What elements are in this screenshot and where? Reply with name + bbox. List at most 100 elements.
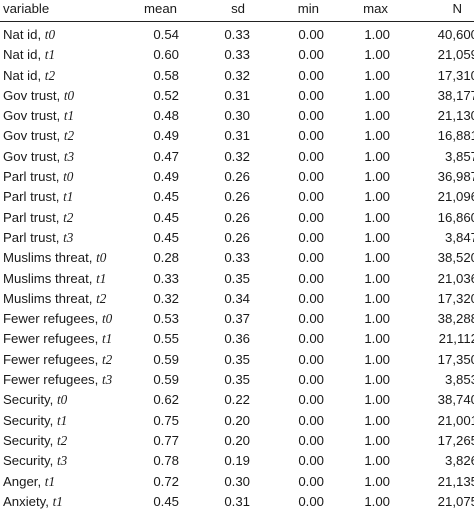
table-row: Parl trust, t0 0.49 0.26 0.00 1.00 36,987 — [0, 167, 474, 187]
table-row: Nat id, t0 0.54 0.33 0.00 1.00 40,600 — [0, 25, 474, 45]
cell-mean: 0.60 — [153, 47, 179, 63]
variable-name: Muslims threat, — [3, 270, 97, 286]
time-point: t3 — [101, 372, 113, 388]
cell-max: 1.00 — [364, 229, 390, 245]
cell-sd: 0.26 — [224, 209, 250, 225]
time-point: t3 — [57, 453, 68, 469]
cell-n: 38,520 — [437, 250, 474, 266]
cell-n: 38,288 — [437, 311, 474, 327]
cell-max: 1.00 — [364, 432, 390, 448]
cell-mean: 0.48 — [153, 108, 179, 124]
cell-sd: 0.34 — [224, 290, 250, 306]
cell-mean: 0.53 — [153, 311, 179, 327]
cell-min: 0.00 — [298, 473, 324, 489]
table-row: Fewer refugees, t2 0.59 0.35 0.00 1.00 17,350 — [0, 350, 474, 370]
table-row: Security, t0 0.62 0.22 0.00 1.00 38,740 — [0, 390, 474, 410]
cell-max: 1.00 — [364, 128, 390, 144]
cell-variable: Security, t0 — [3, 390, 67, 410]
table-row: Gov trust, t0 0.52 0.31 0.00 1.00 38,177 — [0, 86, 474, 106]
time-point: t0 — [63, 169, 74, 185]
cell-sd: 0.26 — [224, 229, 250, 245]
cell-sd: 0.33 — [224, 27, 250, 42]
header-min: min — [297, 1, 319, 16]
cell-max: 1.00 — [364, 392, 390, 408]
table-row: Muslims threat, t0 0.28 0.33 0.00 1.00 38,520 — [0, 248, 474, 268]
time-point: t1 — [44, 47, 56, 63]
variable-name: Gov trust, — [3, 148, 64, 164]
cell-mean: 0.49 — [153, 128, 179, 144]
cell-variable: Fewer refugees, t2 — [3, 350, 112, 370]
cell-variable: Muslims threat, t1 — [3, 269, 106, 289]
cell-sd: 0.22 — [224, 392, 250, 408]
header-sd: sd — [231, 1, 245, 16]
cell-mean: 0.28 — [153, 250, 179, 266]
cell-sd: 0.32 — [224, 148, 250, 164]
cell-variable: Muslims threat, t2 — [3, 289, 106, 309]
time-point: t0 — [63, 87, 75, 103]
variable-name: Fewer refugees, — [3, 372, 102, 388]
time-point: t0 — [57, 392, 68, 408]
cell-max: 1.00 — [364, 189, 390, 205]
cell-n: 17,265 — [437, 432, 474, 448]
cell-n: 21,135 — [437, 473, 474, 489]
cell-sd: 0.30 — [224, 473, 250, 489]
cell-sd: 0.19 — [224, 453, 250, 469]
cell-mean: 0.45 — [153, 189, 179, 205]
variable-name: Muslims threat, — [3, 290, 97, 306]
cell-mean: 0.49 — [153, 169, 179, 185]
cell-variable: Security, t1 — [3, 411, 67, 431]
time-point: t0 — [96, 250, 107, 266]
cell-min: 0.00 — [298, 148, 324, 164]
cell-n: 21,001 — [437, 412, 474, 428]
cell-min: 0.00 — [298, 169, 324, 185]
cell-variable: Parl trust, t2 — [3, 208, 73, 228]
cell-sd: 0.26 — [224, 189, 250, 205]
cell-variable: Gov trust, t2 — [3, 126, 74, 146]
cell-mean: 0.54 — [153, 27, 179, 42]
variable-name: Anger, — [3, 473, 45, 489]
cell-sd: 0.35 — [224, 351, 250, 367]
cell-min: 0.00 — [298, 351, 324, 367]
cell-min: 0.00 — [298, 87, 324, 103]
cell-n: 16,860 — [437, 209, 474, 225]
cell-max: 1.00 — [364, 493, 390, 509]
cell-n: 3,847 — [444, 229, 474, 245]
cell-sd: 0.35 — [224, 270, 250, 286]
cell-min: 0.00 — [298, 67, 324, 83]
table-row: Fewer refugees, t3 0.59 0.35 0.00 1.00 3,853 — [0, 370, 474, 390]
time-point: t0 — [44, 27, 56, 42]
cell-max: 1.00 — [364, 331, 390, 347]
cell-mean: 0.32 — [153, 290, 179, 306]
variable-name: Parl trust, — [3, 169, 64, 185]
cell-min: 0.00 — [298, 250, 324, 266]
cell-max: 1.00 — [364, 67, 390, 83]
cell-n: 38,740 — [437, 392, 474, 408]
table-row: Muslims threat, t2 0.32 0.34 0.00 1.00 17,320 — [0, 289, 474, 309]
cell-min: 0.00 — [298, 412, 324, 428]
cell-sd: 0.31 — [224, 128, 250, 144]
cell-n: 38,177 — [437, 87, 474, 103]
cell-n: 17,310 — [437, 67, 474, 83]
variable-name: Nat id, — [3, 47, 45, 63]
cell-n: 21,059 — [437, 47, 474, 63]
variable-name: Fewer refugees, — [3, 331, 102, 347]
cell-min: 0.00 — [298, 270, 324, 286]
time-point: t2 — [101, 351, 113, 367]
table-row: Muslims threat, t1 0.33 0.35 0.00 1.00 21,036 — [0, 269, 474, 289]
time-point: t2 — [63, 128, 75, 144]
table-body: Nat id, t0 0.54 0.33 0.00 1.00 40,600 Nat id, … — [0, 25, 474, 512]
cell-sd: 0.33 — [224, 47, 250, 63]
time-point: t2 — [63, 209, 74, 225]
cell-variable: Parl trust, t1 — [3, 187, 73, 207]
table-row: Fewer refugees, t1 0.55 0.36 0.00 1.00 21,112 — [0, 329, 474, 349]
variable-name: Gov trust, — [3, 108, 64, 124]
variable-name: Gov trust, — [3, 87, 64, 103]
table-header: variable mean sd min max N — [0, 0, 474, 22]
cell-max: 1.00 — [364, 169, 390, 185]
variable-name: Parl trust, — [3, 209, 64, 225]
cell-min: 0.00 — [298, 311, 324, 327]
table-row: Nat id, t2 0.58 0.32 0.00 1.00 17,310 — [0, 66, 474, 86]
cell-mean: 0.33 — [153, 270, 179, 286]
variable-name: Parl trust, — [3, 229, 64, 245]
